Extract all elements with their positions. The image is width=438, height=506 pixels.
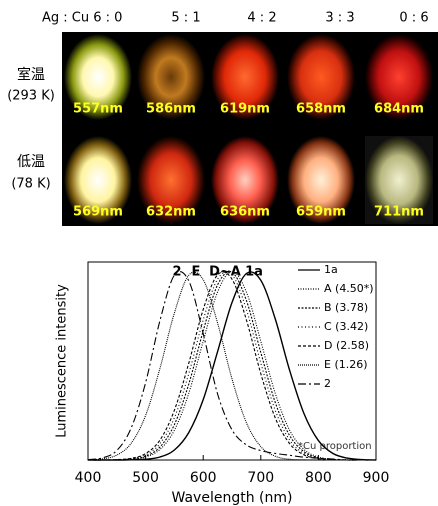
y-axis-label: Luminescence intensity xyxy=(55,284,70,438)
note: *Cu proportion xyxy=(298,441,372,452)
column-header: Ag : Cu 6 : 0 xyxy=(42,11,122,26)
column-header: 4 : 2 xyxy=(247,11,276,26)
wavelength-label: 711nm xyxy=(374,205,424,220)
x-tick-label: 800 xyxy=(305,470,332,486)
wavelength-label: 632nm xyxy=(146,205,196,220)
row-temperature: (293 K) xyxy=(7,89,55,104)
wavelength-label: 636nm xyxy=(220,205,270,220)
wavelength-label: 557nm xyxy=(73,102,123,117)
legend-label: B (3.78) xyxy=(324,301,368,314)
legend-label: D (2.58) xyxy=(324,339,369,352)
wavelength-label: 659nm xyxy=(296,205,346,220)
figure: Ag : Cu 6 : 0 5 : 1 4 : 2 3 : 3 0 : 6 室温… xyxy=(0,0,438,506)
x-tick-label: 900 xyxy=(363,470,390,486)
x-tick-label: 600 xyxy=(190,470,217,486)
legend-label: 1a xyxy=(324,263,338,276)
wavelength-label: 586nm xyxy=(146,102,196,117)
wavelength-label: 569nm xyxy=(73,205,123,220)
legend-label: E (1.26) xyxy=(324,358,368,371)
legend-label: 2 xyxy=(324,377,331,390)
x-tick-label: 400 xyxy=(75,470,102,486)
row-label: 室温 xyxy=(17,66,45,83)
row-temperature: (78 K) xyxy=(11,177,50,192)
x-tick-label: 700 xyxy=(247,470,274,486)
wavelength-label: 658nm xyxy=(296,102,346,117)
x-tick-label: 500 xyxy=(132,470,159,486)
row-label: 低温 xyxy=(17,154,45,170)
wavelength-label: 684nm xyxy=(374,102,424,117)
x-axis-label: Wavelength (nm) xyxy=(172,490,293,506)
wavelength-label: 619nm xyxy=(220,102,270,117)
column-header: 0 : 6 xyxy=(399,11,428,26)
column-header: 3 : 3 xyxy=(325,11,354,26)
column-header: 5 : 1 xyxy=(171,11,200,26)
legend-label: C (3.42) xyxy=(324,320,368,333)
legend-label: A (4.50*) xyxy=(324,282,374,295)
figure-canvas: Ag : Cu 6 : 0 5 : 1 4 : 2 3 : 3 0 : 6 室温… xyxy=(0,0,438,506)
